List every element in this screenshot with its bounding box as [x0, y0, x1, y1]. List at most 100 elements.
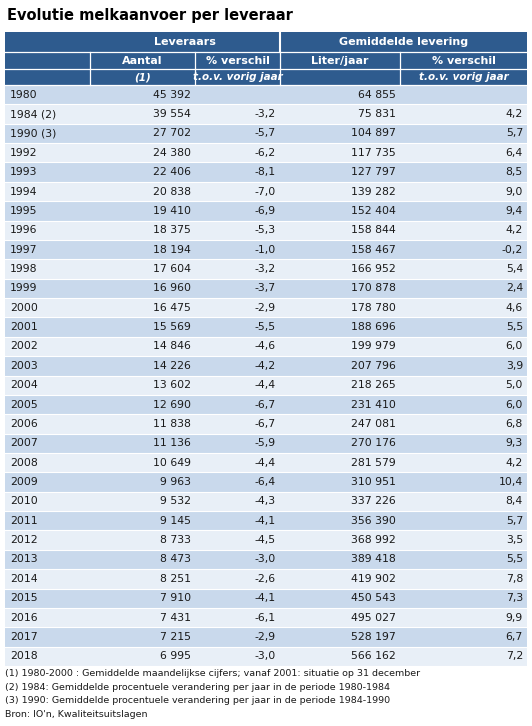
Text: Liter/jaar: Liter/jaar	[311, 55, 369, 65]
Text: -5,5: -5,5	[255, 322, 276, 332]
Text: 337 226: 337 226	[351, 497, 396, 506]
Bar	[5, 105, 527, 123]
Text: -4,5: -4,5	[255, 535, 276, 545]
Text: Aantal: Aantal	[122, 55, 163, 65]
Text: 9,9: 9,9	[506, 613, 523, 623]
Text: 13 602: 13 602	[153, 380, 191, 390]
Text: 6 995: 6 995	[160, 651, 191, 661]
Text: 1980: 1980	[10, 90, 38, 99]
Text: 2004: 2004	[10, 380, 38, 390]
Text: 2012: 2012	[10, 535, 38, 545]
Text: 6,4: 6,4	[506, 148, 523, 158]
Text: 1992: 1992	[10, 148, 37, 158]
Text: t.o.v. vorig jaar: t.o.v. vorig jaar	[193, 72, 282, 82]
Text: 9 145: 9 145	[160, 515, 191, 526]
Text: 7,8: 7,8	[506, 574, 523, 584]
Text: 166 952: 166 952	[351, 264, 396, 274]
Text: 389 418: 389 418	[351, 555, 396, 565]
Text: 566 162: 566 162	[351, 651, 396, 661]
Text: 152 404: 152 404	[351, 206, 396, 216]
Bar	[5, 453, 527, 473]
Text: % verschil: % verschil	[205, 55, 269, 65]
Text: 2001: 2001	[10, 322, 38, 332]
Bar	[5, 395, 527, 415]
Text: 1994: 1994	[10, 187, 37, 197]
Text: 6,8: 6,8	[506, 419, 523, 429]
Text: -4,2: -4,2	[255, 361, 276, 371]
Text: 4,2: 4,2	[506, 109, 523, 119]
Text: 6,7: 6,7	[506, 632, 523, 642]
Bar	[5, 356, 527, 375]
Text: 5,5: 5,5	[506, 555, 523, 565]
Text: 8 733: 8 733	[160, 535, 191, 545]
Text: 2010: 2010	[10, 497, 38, 506]
Text: 5,7: 5,7	[506, 515, 523, 526]
Text: 14 846: 14 846	[153, 341, 191, 351]
Bar	[5, 337, 527, 356]
Text: 188 696: 188 696	[351, 322, 396, 332]
Bar	[5, 550, 527, 569]
Text: 199 979: 199 979	[351, 341, 396, 351]
Text: -4,1: -4,1	[255, 593, 276, 603]
Text: -4,1: -4,1	[255, 515, 276, 526]
Text: 1996: 1996	[10, 225, 37, 235]
Text: 11 838: 11 838	[153, 419, 191, 429]
Text: 1998: 1998	[10, 264, 37, 274]
Text: -2,9: -2,9	[255, 303, 276, 313]
Text: -1,0: -1,0	[255, 245, 276, 255]
Text: -6,2: -6,2	[255, 148, 276, 158]
Bar	[5, 298, 527, 317]
Text: -3,0: -3,0	[255, 651, 276, 661]
Text: 158 467: 158 467	[351, 245, 396, 255]
Text: 8 473: 8 473	[160, 555, 191, 565]
Text: 104 897: 104 897	[351, 129, 396, 139]
Text: 2009: 2009	[10, 477, 38, 487]
Text: 2003: 2003	[10, 361, 38, 371]
Text: 9 532: 9 532	[160, 497, 191, 506]
Text: 5,4: 5,4	[506, 264, 523, 274]
Text: 4,2: 4,2	[506, 457, 523, 468]
Text: -0,2: -0,2	[502, 245, 523, 255]
Text: -2,9: -2,9	[255, 632, 276, 642]
Text: -6,7: -6,7	[255, 419, 276, 429]
Text: 2002: 2002	[10, 341, 38, 351]
Text: 139 282: 139 282	[351, 187, 396, 197]
Text: 3,5: 3,5	[506, 535, 523, 545]
Bar	[5, 415, 527, 433]
Text: 270 176: 270 176	[351, 439, 396, 448]
Text: 8,4: 8,4	[506, 497, 523, 506]
Bar	[5, 201, 527, 221]
Bar	[5, 589, 527, 608]
Text: 231 410: 231 410	[351, 399, 396, 409]
Text: 20 838: 20 838	[153, 187, 191, 197]
Bar	[5, 52, 527, 69]
Bar	[5, 240, 527, 259]
Text: 178 780: 178 780	[351, 303, 396, 313]
Text: 368 992: 368 992	[351, 535, 396, 545]
Text: 64 855: 64 855	[358, 90, 396, 99]
Text: 8,5: 8,5	[506, 167, 523, 177]
Text: 1984 (2): 1984 (2)	[10, 109, 56, 119]
Text: 1993: 1993	[10, 167, 37, 177]
Text: 6,0: 6,0	[505, 399, 523, 409]
Text: 9,0: 9,0	[505, 187, 523, 197]
Text: -5,3: -5,3	[255, 225, 276, 235]
Text: 2000: 2000	[10, 303, 38, 313]
Text: 9 963: 9 963	[160, 477, 191, 487]
Bar	[5, 123, 527, 143]
Text: -3,0: -3,0	[255, 555, 276, 565]
Text: -5,9: -5,9	[255, 439, 276, 448]
Text: -6,1: -6,1	[255, 613, 276, 623]
Text: (1): (1)	[134, 72, 151, 82]
Text: Bron: IO'n, Kwaliteitsuitslagen: Bron: IO'n, Kwaliteitsuitslagen	[5, 709, 147, 719]
Text: -8,1: -8,1	[255, 167, 276, 177]
Text: Gemiddelde levering: Gemiddelde levering	[339, 37, 468, 47]
Text: 7,3: 7,3	[506, 593, 523, 603]
Text: 170 878: 170 878	[351, 283, 396, 293]
Text: 10,4: 10,4	[499, 477, 523, 487]
Text: 16 960: 16 960	[153, 283, 191, 293]
Bar	[5, 647, 527, 666]
Text: 14 226: 14 226	[153, 361, 191, 371]
Text: 1990 (3): 1990 (3)	[10, 129, 56, 139]
Text: 247 081: 247 081	[351, 419, 396, 429]
